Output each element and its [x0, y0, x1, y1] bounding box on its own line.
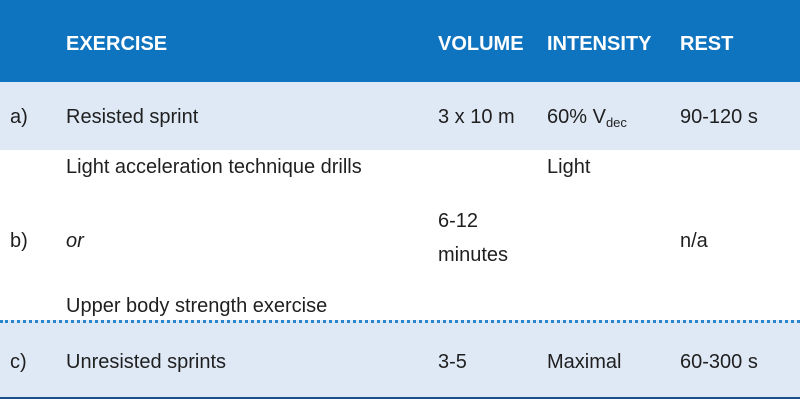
row-divider-dotted: [0, 320, 800, 323]
row-b-volume-line2: minutes: [438, 244, 509, 266]
row-a-exercise: Resisted sprint: [66, 106, 199, 128]
table-row-a: [0, 82, 800, 150]
row-b-or: or: [66, 230, 84, 252]
row-c-label: c): [10, 351, 27, 373]
row-b-volume-line1: 6-12: [438, 210, 479, 232]
row-b-label: b): [10, 230, 28, 252]
header-exercise: EXERCISE: [66, 33, 168, 55]
row-c-volume: 3-5: [438, 351, 467, 373]
table-row-c: [0, 320, 800, 397]
row-c-intensity: Maximal: [547, 351, 622, 373]
row-b-exercise-2: Upper body strength exercise: [66, 295, 328, 317]
row-b-exercise-1: Light acceleration technique drills: [66, 156, 362, 178]
row-b-rest: n/a: [680, 230, 708, 252]
header-volume: VOLUME: [438, 33, 524, 55]
row-a-intensity-main: 60% V: [547, 106, 606, 128]
row-c-rest: 60-300 s: [680, 351, 758, 373]
header-rest: REST: [680, 33, 734, 55]
row-b-intensity: Light: [547, 156, 591, 178]
row-c-exercise: Unresisted sprints: [66, 351, 227, 373]
row-a-volume: 3 x 10 m: [438, 106, 515, 128]
row-a-rest: 90-120 s: [680, 106, 758, 128]
row-a-intensity-subscript: dec: [605, 115, 627, 130]
header-intensity: INTENSITY: [547, 33, 652, 55]
row-a-label: a): [10, 106, 28, 128]
table-bottom-border: [0, 397, 800, 399]
table-header: EXERCISE VOLUME INTENSITY REST: [0, 0, 800, 82]
row-a-intensity: 60% Vdec: [547, 105, 627, 131]
